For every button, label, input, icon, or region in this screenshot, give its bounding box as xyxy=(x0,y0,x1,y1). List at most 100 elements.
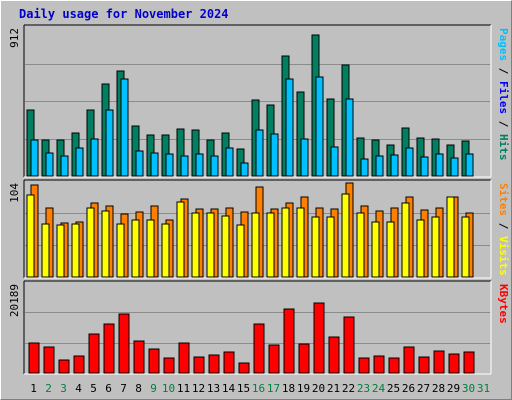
hits-bar-pages xyxy=(150,152,159,177)
legend-entry: Pages xyxy=(497,28,510,61)
legend: Sites / Visits xyxy=(497,183,510,276)
x-tick-label: 14 xyxy=(222,382,236,395)
legend-entry: Visits xyxy=(497,236,510,276)
hits-bar-pages xyxy=(90,138,99,177)
visits-bar-visits xyxy=(131,219,140,278)
kbytes-bar-kbytes xyxy=(148,348,160,374)
x-tick-label: 24 xyxy=(372,382,386,395)
x-tick-label: 1 xyxy=(30,382,37,395)
kbytes-bar-kbytes xyxy=(178,342,190,374)
kbytes-bar-kbytes xyxy=(343,316,355,374)
kbytes-bar-kbytes xyxy=(88,333,100,374)
x-tick-label: 27 xyxy=(417,382,430,395)
x-tick-label: 31 xyxy=(477,382,490,395)
x-tick-label: 25 xyxy=(387,382,400,395)
hits-bar-pages xyxy=(330,146,339,177)
visits-bar-visits xyxy=(386,221,395,278)
x-tick-label: 19 xyxy=(297,382,310,395)
x-tick-label: 29 xyxy=(447,382,460,395)
kbytes-bar-kbytes xyxy=(223,351,235,374)
hits-bar-pages xyxy=(210,155,219,177)
hits-bar-pages xyxy=(135,150,144,177)
hits-bar-pages xyxy=(225,147,234,177)
x-tick-label: 21 xyxy=(327,382,340,395)
kbytes-bar-kbytes xyxy=(373,355,385,374)
kbytes-bar-kbytes xyxy=(238,362,250,374)
hits-bar-pages xyxy=(120,78,129,177)
hits-bar-pages xyxy=(285,78,294,177)
visits-bar-visits xyxy=(341,193,350,278)
kbytes-bar-kbytes xyxy=(298,343,310,374)
visits-bar-visits xyxy=(161,223,170,278)
hits-bar-pages xyxy=(240,162,249,177)
visits-bar-visits xyxy=(281,207,290,278)
kbytes-bar-kbytes xyxy=(43,346,55,374)
legend: KBytes xyxy=(497,284,510,324)
visits-bar-visits xyxy=(221,215,230,278)
legend-entry: Hits xyxy=(497,134,510,161)
x-tick-label: 5 xyxy=(90,382,97,395)
hits-bar-pages xyxy=(300,138,309,177)
kbytes-bar-kbytes xyxy=(193,356,205,374)
hits-bar-pages xyxy=(195,153,204,177)
kbytes-bar-kbytes xyxy=(28,342,40,374)
hits-bar-pages xyxy=(30,139,39,177)
hits-bar-pages xyxy=(465,153,474,177)
kbytes-bar-kbytes xyxy=(358,357,370,374)
visits-bar-visits xyxy=(251,212,260,278)
visits-bar-visits xyxy=(371,221,380,278)
x-tick-label: 22 xyxy=(342,382,355,395)
visits-bar-visits xyxy=(101,210,110,278)
hits-bar-pages xyxy=(315,76,324,177)
kbytes-bar-kbytes xyxy=(283,308,295,374)
hits-bar-pages xyxy=(450,157,459,177)
hits-bar-pages xyxy=(420,156,429,177)
kbytes-bar-kbytes xyxy=(388,357,400,374)
visits-bar-visits xyxy=(431,216,440,278)
legend-entry: / xyxy=(497,114,510,134)
y-max-label: 20189 xyxy=(8,284,21,317)
x-tick-label: 30 xyxy=(462,382,475,395)
x-tick-label: 23 xyxy=(357,382,370,395)
hits-bar-pages xyxy=(60,155,69,177)
x-tick-label: 4 xyxy=(75,382,82,395)
visits-bar-visits xyxy=(71,223,80,278)
kbytes-bar-kbytes xyxy=(253,323,265,374)
hits-bar-pages xyxy=(255,129,264,177)
visits-bar-visits xyxy=(296,207,305,278)
visits-bar-visits xyxy=(86,207,95,278)
legend-entry: / xyxy=(497,61,510,81)
kbytes-bar-kbytes xyxy=(133,340,145,374)
kbytes-bar-kbytes xyxy=(118,313,130,374)
visits-bar-visits xyxy=(191,212,200,278)
x-tick-label: 7 xyxy=(120,382,127,395)
visits-bar-visits xyxy=(116,223,125,278)
kbytes-bar-kbytes xyxy=(418,356,430,374)
visits-bar-visits xyxy=(146,219,155,278)
x-tick-label: 3 xyxy=(60,382,67,395)
kbytes-bar-kbytes xyxy=(403,346,415,374)
x-tick-label: 20 xyxy=(312,382,325,395)
kbytes-bar-kbytes xyxy=(73,355,85,374)
kbytes-bar-kbytes xyxy=(208,354,220,374)
kbytes-bar-kbytes xyxy=(163,357,175,374)
x-tick-label: 13 xyxy=(207,382,220,395)
visits-bar-visits xyxy=(266,212,275,278)
hits-bar-pages xyxy=(180,155,189,177)
kbytes-bar-kbytes xyxy=(103,323,115,374)
legend: Pages / Files / Hits xyxy=(497,28,510,161)
visits-bar-visits xyxy=(56,224,65,278)
x-tick-label: 2 xyxy=(45,382,52,395)
visits-bar-visits xyxy=(461,216,470,278)
x-tick-label: 12 xyxy=(192,382,205,395)
kbytes-bar-kbytes xyxy=(328,336,340,374)
hits-bar-pages xyxy=(165,153,174,177)
hits-bar-pages xyxy=(360,158,369,177)
x-tick-label: 9 xyxy=(150,382,157,395)
x-tick-label: 15 xyxy=(237,382,250,395)
kbytes-bar-kbytes xyxy=(268,344,280,374)
hits-bar-pages xyxy=(345,98,354,177)
hits-bar-pages xyxy=(45,152,54,177)
hits-bar-pages xyxy=(270,133,279,177)
